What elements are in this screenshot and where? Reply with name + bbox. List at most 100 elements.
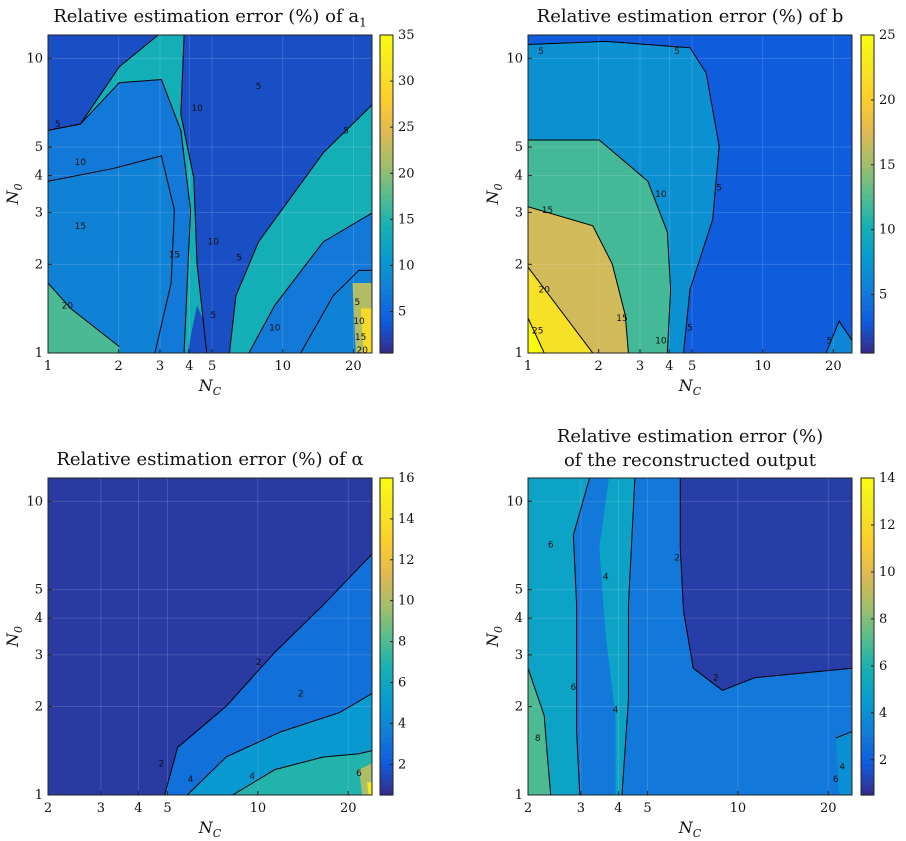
panel-1-colorbar-segment-3 <box>380 337 393 343</box>
panel-4-contour-line-5 <box>835 731 852 739</box>
panel-1-colorbar-segment-38 <box>380 151 393 158</box>
panel-2-xtick-label-6: 10 <box>754 359 771 374</box>
panel-3-ylabel-main: N <box>3 632 22 648</box>
panel-2-colorbar-tick-label-5: 25 <box>879 28 896 43</box>
panel-1-colorbar-segment-35 <box>380 167 393 174</box>
panel-1-xlabel-sub: C <box>213 385 222 398</box>
panel-2-colorbar-segment-46 <box>861 109 874 116</box>
panel-2-colorbar-segment-20 <box>861 247 874 253</box>
panel-2-colorbar-segment-40 <box>861 141 874 147</box>
panel-3-title: Relative estimation error (%) of α <box>48 449 372 470</box>
panel-3-colorbar-segment-37 <box>380 599 393 606</box>
panel-2-colorbar-segment-17 <box>861 262 874 269</box>
panel-4-xtick-label-3: 4 <box>614 801 622 816</box>
panel-1-colorbar-segment-8 <box>380 310 393 317</box>
panel-1-colorbar-segment-32 <box>380 183 393 190</box>
panel-2-contour-label-8: 20 <box>538 285 550 295</box>
panel-4-contour-line-1 <box>679 478 852 691</box>
panel-4-colorbar-segment-27 <box>861 652 874 659</box>
panel-4-colorbar-tick-label-5: 10 <box>879 565 896 580</box>
panel-1-colorbar-segment-29 <box>380 199 393 206</box>
panel-1-ylabel-sub: 0 <box>12 184 25 191</box>
panel-4-colorbar-segment-56 <box>861 499 874 506</box>
panel-4-colorbar-segment-6 <box>861 763 874 770</box>
panel-1-contour-label-11: 15 <box>169 250 180 260</box>
panel-4-contour-band-5 <box>528 668 551 795</box>
panel-3-colorbar-segment-13 <box>380 726 393 733</box>
panel-1-colorbar-segment-16 <box>380 268 393 275</box>
panel-2-contour-label-11: 5 <box>826 336 832 346</box>
panel-1-colorbar-segment-60 <box>380 35 393 41</box>
panel-3-colorbar-segment-1 <box>380 789 393 796</box>
panel-3-contour-label-2: 2 <box>159 759 165 769</box>
panel-3-colorbar-segment-6 <box>380 763 393 770</box>
panel-2-colorbar-segment-32 <box>861 183 874 190</box>
panel-2-colorbar-segment-36 <box>861 162 874 169</box>
panel-4-colorbar-segment-8 <box>861 752 874 759</box>
panel-1-colorbar-segment-47 <box>380 103 393 110</box>
panel-4-colorbar-tick-label-4: 8 <box>879 612 887 627</box>
panel-1-colorbar-segment-6 <box>380 321 393 328</box>
panel-1-colorbar-segment-18 <box>380 257 393 264</box>
panel-4-ytick-label-5: 5 <box>515 583 523 598</box>
panel-2-contour-line-1 <box>528 40 720 353</box>
panel-1-colorbar-tick-label-1: 5 <box>398 305 406 320</box>
panel-2-xlabel-main: N <box>678 376 694 395</box>
panel-1-ylabel-main: N <box>3 190 22 206</box>
panel-4-colorbar-segment-14 <box>861 721 874 727</box>
panel-3-colorbar-segment-21 <box>380 684 393 690</box>
panel-3-colorbar-segment-38 <box>380 594 393 601</box>
panel-2-colorbar-frame <box>860 34 875 354</box>
panel-4-colorbar-segment-53 <box>861 514 874 521</box>
panel-3-colorbar-tick-label-6: 12 <box>398 553 415 568</box>
panel-1-contour-band-11 <box>360 308 372 353</box>
panel-4-colorbar-segment-43 <box>861 567 874 574</box>
panel-1-colorbar-tick-label-4: 20 <box>398 166 415 181</box>
panel-2-xlabel-sub: C <box>693 385 702 398</box>
panel-1-colorbar-segment-55 <box>380 61 393 68</box>
panel-4-colorbar-segment-34 <box>861 615 874 622</box>
panel-1-xlabel: NC <box>198 376 222 398</box>
panel-3-colorbar-segment-18 <box>380 699 393 706</box>
panel-3-colorbar-segment-9 <box>380 747 393 754</box>
panel-4-colorbar: 2 4 6 8 10 12 14 <box>860 471 896 796</box>
panel-4-colorbar-segment-17 <box>861 705 874 712</box>
panel-1-colorbar-segment-15 <box>380 273 393 280</box>
panel-4-colorbar-segment-23 <box>861 673 874 680</box>
panel-1-colorbar-segment-51 <box>380 82 393 89</box>
panel-3-colorbar-segment-12 <box>380 731 393 738</box>
panel-4-colorbar-segment-4 <box>861 773 874 780</box>
panel-2-colorbar-segment-3 <box>861 337 874 343</box>
panel-4-colorbar-segment-9 <box>861 747 874 754</box>
panel-3-ytick-label-3: 3 <box>35 648 43 663</box>
panel-1-colorbar-segment-33 <box>380 178 393 184</box>
panel-1-colorbar-tick-label-3: 15 <box>398 212 415 227</box>
panel-3-colorbar-segment-57 <box>380 493 393 500</box>
panel-4-colorbar-segment-1 <box>861 789 874 796</box>
panel-4-colorbar-segment-18 <box>861 699 874 706</box>
panel-4-xlabel-sub: C <box>693 827 702 840</box>
panel-2-colorbar-segment-51 <box>861 82 874 89</box>
panel-2-colorbar-segment-18 <box>861 257 874 264</box>
panel-2-title-text: Relative estimation error (%) of b <box>536 6 844 27</box>
panel-1-contour-label-12: 20 <box>62 301 74 311</box>
panel-2-colorbar-segment-43 <box>861 125 874 131</box>
panel-3-colorbar-tick-label-1: 2 <box>398 757 406 772</box>
panel-3-colorbar-segment-33 <box>380 620 393 627</box>
panel-2-colorbar-segment-38 <box>861 151 874 158</box>
panel-2-title: Relative estimation error (%) of b <box>528 6 852 27</box>
panel-2-colorbar-segment-42 <box>861 130 874 137</box>
panel-2-ytick-label-6: 10 <box>506 51 523 66</box>
panel-4-colorbar-segment-47 <box>861 546 874 553</box>
panel-1-ylabel: N0 <box>3 184 25 206</box>
panel-1-colorbar-segment-44 <box>380 119 393 126</box>
panel-2-colorbar-segment-10 <box>861 300 874 306</box>
panel-4-contour-line-3 <box>621 478 636 795</box>
panel-1-xtick-label-4: 4 <box>185 359 193 374</box>
panel-4-contour-band-6 <box>835 731 852 795</box>
panel-1-colorbar-tick-label-6: 30 <box>398 74 415 89</box>
panel-2-contour-label-9: 25 <box>532 327 543 337</box>
panel-2-colorbar-tick-label-4: 20 <box>879 93 896 108</box>
panel-2-colorbar-segment-25 <box>861 220 874 227</box>
